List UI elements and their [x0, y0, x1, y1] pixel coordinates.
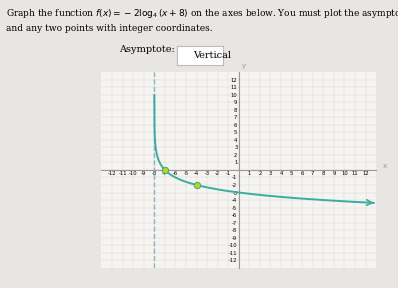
Text: x: x	[382, 163, 386, 169]
Text: ⌄: ⌄	[213, 51, 220, 60]
Text: and any two points with integer coordinates.: and any two points with integer coordina…	[6, 24, 213, 33]
Text: Graph the function $f(x)=-2\log_4(x+8)$ on the axes below. You must plot the asy: Graph the function $f(x)=-2\log_4(x+8)$ …	[6, 7, 398, 20]
Text: y: y	[242, 63, 246, 69]
Text: Vertical: Vertical	[193, 51, 231, 60]
Text: Asymptote:: Asymptote:	[119, 45, 181, 54]
